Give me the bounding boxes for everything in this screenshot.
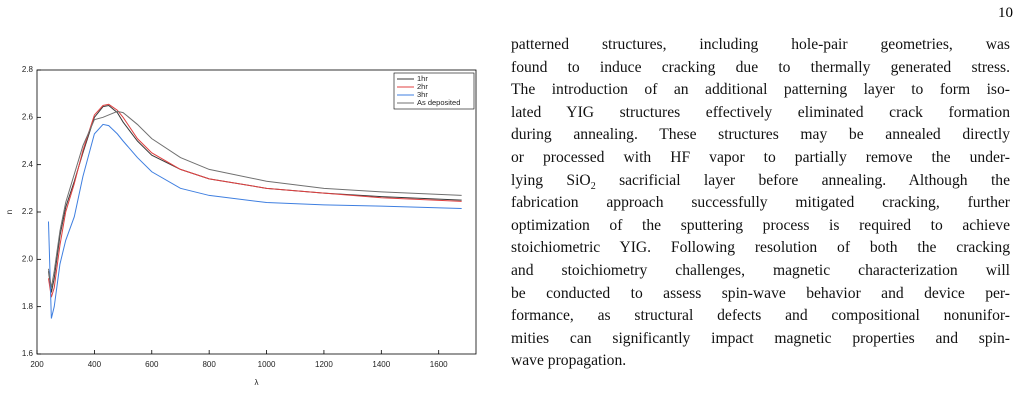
x-tick-label: 1000 — [258, 360, 276, 369]
y-tick-label: 2.6 — [22, 112, 34, 121]
y-tick-label: 2.0 — [22, 254, 34, 263]
text-line: during annealing. These structures may b… — [511, 126, 1010, 144]
legend-label: 1hr — [417, 74, 428, 83]
text-line: optimization of the sputtering process i… — [511, 216, 1010, 234]
text-line: or processed with HF vapor to partially … — [511, 148, 1010, 166]
text-line: The introduction of an additional patter… — [511, 81, 1010, 99]
subscript: 2 — [590, 180, 596, 192]
legend-label: 3hr — [417, 90, 428, 99]
y-tick-label: 1.8 — [22, 302, 34, 311]
text-line: found to induce cracking due to thermall… — [511, 58, 1010, 76]
x-tick-label: 600 — [145, 360, 159, 369]
x-tick-label: 1200 — [315, 360, 333, 369]
text-line: lated YIG structures effectively elimina… — [511, 103, 1010, 121]
data-line — [47, 103, 462, 298]
text-line: mities can significantly impact magnetic… — [511, 329, 1010, 347]
text-line: patterned structures, including hole-pai… — [511, 36, 1010, 53]
data-line — [47, 123, 462, 319]
text: sacrificial layer before annealing. Alth… — [595, 171, 1010, 189]
text-line: formance, as structural defects and comp… — [511, 307, 1010, 325]
chart: 1.6 1.8 2.0 2.2 2.4 2.6 2.8 200 400 600 800 1000 120… — [5, 65, 477, 387]
text-line: wave propagation. — [511, 352, 627, 370]
page-number: 10 — [998, 5, 1013, 21]
data-line — [47, 110, 462, 288]
x-tick-label: 1400 — [372, 360, 390, 369]
legend-label: As deposited — [417, 98, 460, 107]
y-tick-label: 2.4 — [22, 160, 34, 169]
x-tick-label: 800 — [202, 360, 216, 369]
y-axis-label: n — [5, 210, 14, 214]
x-tick-label: 400 — [88, 360, 102, 369]
text-line: lying SiO2 sacrificial layer before anne… — [511, 170, 1010, 193]
text-line: and stoichiometry challenges, magnetic c… — [511, 261, 1010, 279]
plot-frame — [36, 69, 477, 355]
x-tick-label: 200 — [30, 360, 44, 369]
text-line: be conducted to assess spin-wave behavio… — [511, 284, 1010, 302]
x-axis-label: λ — [255, 378, 259, 387]
text: lying SiO — [511, 171, 591, 189]
y-tick-label: 1.6 — [22, 349, 34, 358]
text-line: stoichiometric YIG. Following resolution… — [511, 239, 1010, 257]
y-tick-label: 2.2 — [22, 207, 34, 216]
paragraph: patterned structures, including hole-pai… — [511, 34, 1010, 373]
y-tick-label: 2.8 — [22, 65, 34, 74]
x-tick-label: 1600 — [430, 360, 448, 369]
legend-label: 2hr — [417, 82, 428, 91]
text-line: fabrication approach successfully mitiga… — [511, 194, 1010, 212]
